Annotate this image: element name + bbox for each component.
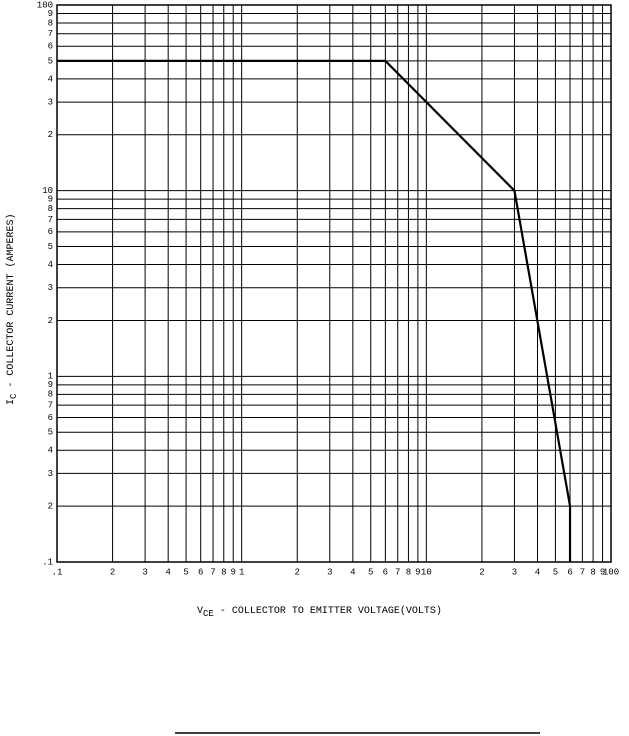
y-axis-label: IC - COLLECTOR CURRENT (AMPERES) xyxy=(5,214,20,405)
y-tick-label: 9 xyxy=(48,380,53,390)
x-tick-label: 2 xyxy=(295,567,300,577)
x-tick-label: 7 xyxy=(395,567,400,577)
x-tick-label: 6 xyxy=(567,567,572,577)
y-tick-label: 8 xyxy=(48,18,53,28)
x-tick-label: 8 xyxy=(590,567,595,577)
plot-frame xyxy=(56,4,612,563)
x-tick-label: 2 xyxy=(110,567,115,577)
y-tick-label: 9 xyxy=(48,195,53,205)
y-tick-label: 6 xyxy=(48,413,53,423)
x-tick-label: 3 xyxy=(327,567,332,577)
y-tick-label: 7 xyxy=(48,215,53,225)
y-tick-label: 8 xyxy=(48,390,53,400)
x-tick-label: 10 xyxy=(421,567,432,577)
y-tick-label: 2 xyxy=(48,316,53,326)
x-tick-label: 4 xyxy=(350,567,355,577)
x-tick-label: 8 xyxy=(221,567,226,577)
x-tick-label: 5 xyxy=(368,567,373,577)
y-tick-label: 8 xyxy=(48,204,53,214)
x-tick-label: 5 xyxy=(553,567,558,577)
y-tick-label: 10 xyxy=(42,186,53,196)
x-tick-label: 6 xyxy=(198,567,203,577)
y-tick-label: 9 xyxy=(48,9,53,19)
y-tick-label: 2 xyxy=(48,501,53,511)
y-tick-label: 1 xyxy=(48,372,53,382)
y-tick-label: 3 xyxy=(48,97,53,107)
x-axis-label: VCE - COLLECTOR TO EMITTER VOLTAGE(VOLTS… xyxy=(197,605,442,620)
x-tick-label: 9 xyxy=(415,567,420,577)
x-tick-label: .1 xyxy=(52,567,63,577)
x-tick-label: 6 xyxy=(383,567,388,577)
y-tick-label: 100 xyxy=(37,0,53,10)
y-tick-label: 5 xyxy=(48,428,53,438)
x-tick-label: 5 xyxy=(183,567,188,577)
y-tick-label: 2 xyxy=(48,130,53,140)
x-tick-label: 100 xyxy=(603,567,619,577)
x-tick-label: 9 xyxy=(600,567,605,577)
y-tick-label: 5 xyxy=(48,242,53,252)
y-tick-label: 4 xyxy=(48,74,53,84)
y-tick-label: .1 xyxy=(42,557,53,567)
y-tick-label: 4 xyxy=(48,260,53,270)
y-tick-label: 7 xyxy=(48,29,53,39)
x-tick-label: 3 xyxy=(512,567,517,577)
x-tick-label: 7 xyxy=(580,567,585,577)
x-tick-label: 7 xyxy=(210,567,215,577)
y-tick-label: 5 xyxy=(48,56,53,66)
y-tick-label: 7 xyxy=(48,400,53,410)
x-tick-label: 2 xyxy=(479,567,484,577)
y-tick-label: 3 xyxy=(48,283,53,293)
x-tick-label: 4 xyxy=(165,567,170,577)
y-tick-label: 6 xyxy=(48,42,53,52)
x-tick-label: 3 xyxy=(142,567,147,577)
series-line xyxy=(57,59,572,562)
x-tick-label: 1 xyxy=(239,567,244,577)
x-tick-label: 8 xyxy=(406,567,411,577)
x-tick-label: 4 xyxy=(535,567,540,577)
x-tick-label: 9 xyxy=(231,567,236,577)
y-tick-label: 3 xyxy=(48,469,53,479)
y-tick-label: 4 xyxy=(48,446,53,456)
y-tick-label: 6 xyxy=(48,227,53,237)
